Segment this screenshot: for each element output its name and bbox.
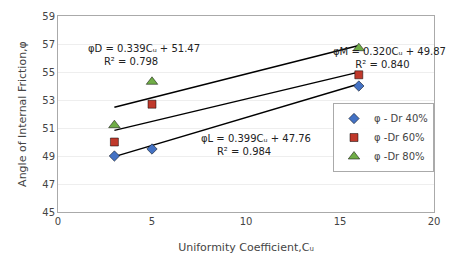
svg-text:47: 47 bbox=[42, 179, 55, 190]
svg-text:10: 10 bbox=[240, 216, 253, 227]
svg-text:59: 59 bbox=[42, 11, 55, 22]
svg-text:5: 5 bbox=[149, 216, 155, 227]
svg-text:49: 49 bbox=[42, 151, 55, 162]
svg-text:φ -Dr 80%: φ -Dr 80% bbox=[374, 151, 425, 162]
svg-text:φL = 0.399Cᵤ + 47.76 R² =: φL = 0.399Cᵤ + 47.76 R² = 0.984 bbox=[201, 133, 311, 157]
svg-text:53: 53 bbox=[42, 95, 55, 106]
svg-text:φM = 0.320Cᵤ + 49.87 R²: φM = 0.320Cᵤ + 49.87 R² = 0.840 bbox=[333, 46, 446, 70]
svg-text:57: 57 bbox=[42, 39, 55, 50]
svg-text:Angle of Internal Friction,φ: Angle of Internal Friction,φ bbox=[16, 41, 29, 187]
svg-text:45: 45 bbox=[42, 207, 55, 218]
svg-text:φ - Dr 40%: φ - Dr 40% bbox=[374, 113, 428, 124]
svg-text:Uniformity Coefficient,Cᵤ: Uniformity Coefficient,Cᵤ bbox=[178, 241, 314, 254]
svg-text:55: 55 bbox=[42, 67, 55, 78]
svg-text:20: 20 bbox=[428, 216, 441, 227]
svg-text:φ -Dr 60%: φ -Dr 60% bbox=[374, 132, 425, 143]
svg-text:0: 0 bbox=[55, 216, 61, 227]
svg-text:φD = 0.339Cᵤ + 51.47 R² =: φD = 0.339Cᵤ + 51.47 R² = 0.798 bbox=[88, 43, 200, 67]
svg-text:51: 51 bbox=[42, 123, 55, 134]
svg-text:15: 15 bbox=[334, 216, 347, 227]
